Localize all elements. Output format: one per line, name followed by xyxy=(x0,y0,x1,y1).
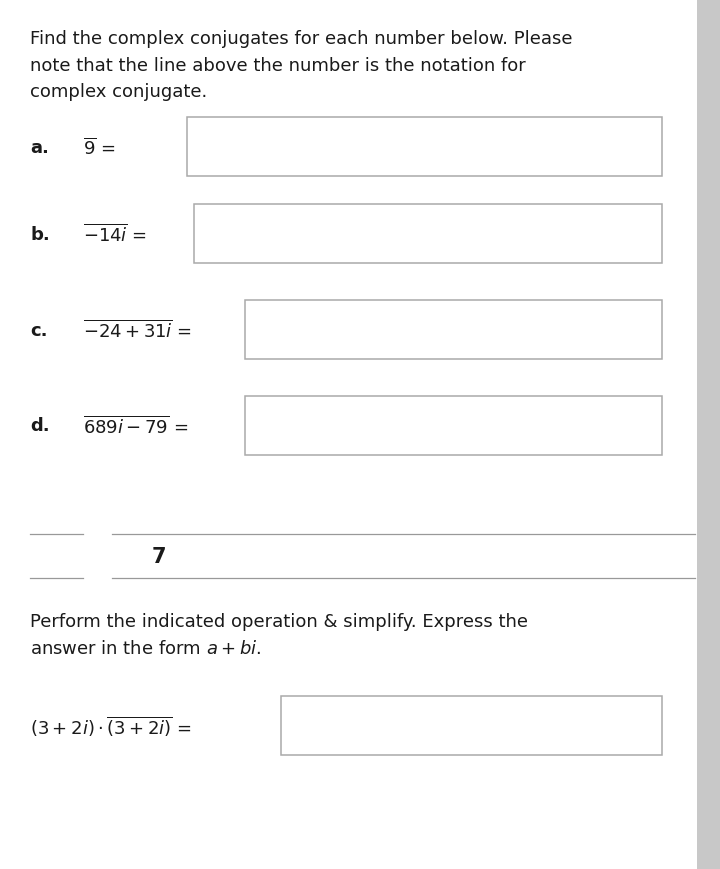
Text: $\overline{-24 + 31i}$ =: $\overline{-24 + 31i}$ = xyxy=(83,319,192,342)
FancyBboxPatch shape xyxy=(194,205,662,264)
Text: Perform the indicated operation & simplify. Express the
answer in the form $a + : Perform the indicated operation & simpli… xyxy=(30,613,528,657)
Text: $(3 + 2i) \cdot \overline{(3 + 2i)}$ =: $(3 + 2i) \cdot \overline{(3 + 2i)}$ = xyxy=(30,713,192,738)
Text: d.: d. xyxy=(30,417,50,434)
FancyBboxPatch shape xyxy=(245,301,662,360)
FancyBboxPatch shape xyxy=(187,118,662,177)
FancyBboxPatch shape xyxy=(245,396,662,455)
Text: $\overline{-14i}$ =: $\overline{-14i}$ = xyxy=(83,223,147,246)
FancyBboxPatch shape xyxy=(281,696,662,755)
Text: $\overline{689i - 79}$ =: $\overline{689i - 79}$ = xyxy=(83,415,188,437)
Text: Find the complex conjugates for each number below. Please
note that the line abo: Find the complex conjugates for each num… xyxy=(30,30,572,101)
Text: c.: c. xyxy=(30,322,48,339)
Text: a.: a. xyxy=(30,139,49,156)
Text: 7: 7 xyxy=(151,547,166,566)
Bar xyxy=(697,0,720,869)
Text: $\overline{9}$ =: $\overline{9}$ = xyxy=(83,137,115,158)
Text: b.: b. xyxy=(30,226,50,243)
